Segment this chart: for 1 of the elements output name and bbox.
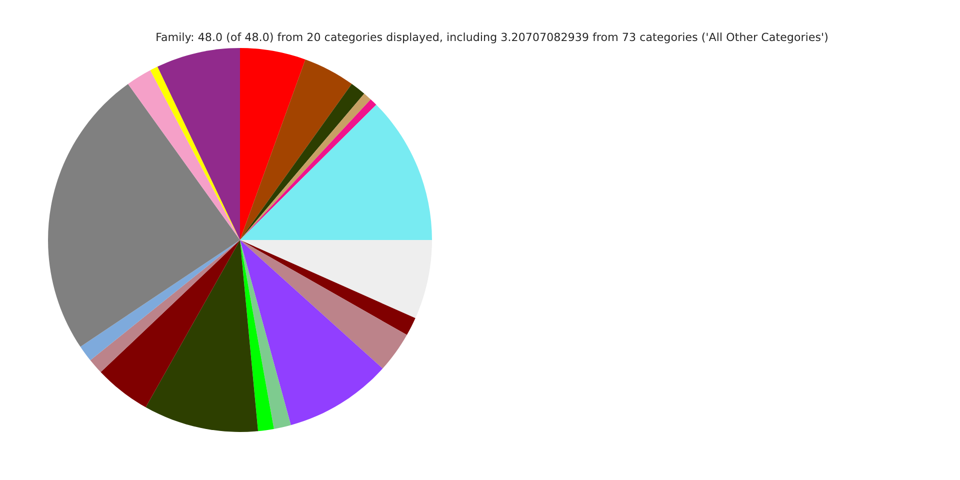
text: Family: 48.0 (of 48.0) from 20 categories displayed, including 3.20707082939 from 73 categories ('All Other Categories') [156, 32, 828, 44]
